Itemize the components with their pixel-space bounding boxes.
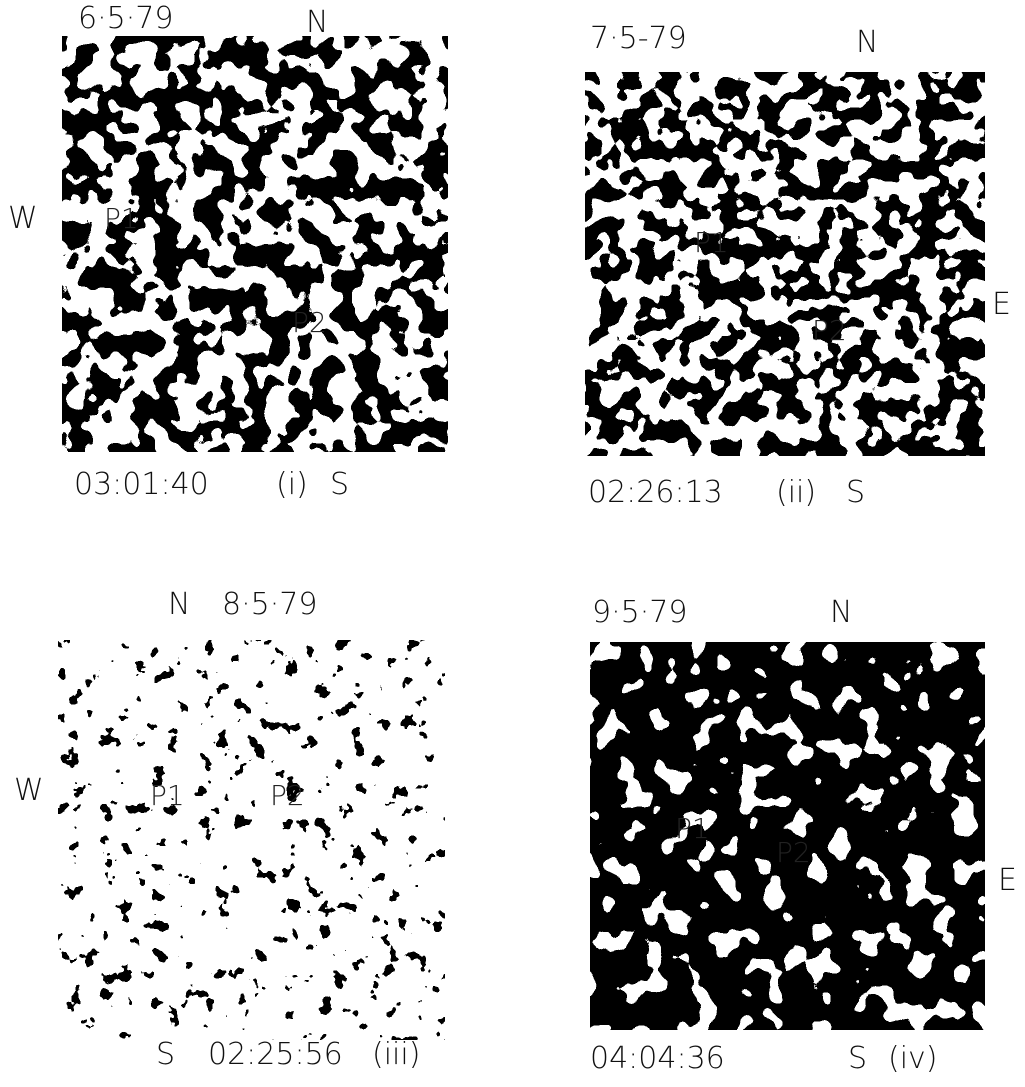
solar-image <box>62 36 448 452</box>
panel-label: (iii) <box>372 1037 420 1072</box>
east-label: E <box>998 863 1017 898</box>
panel-label: (i) <box>276 467 308 502</box>
time: 02:25:56 <box>208 1037 343 1072</box>
south-label: S <box>846 475 865 510</box>
west-label: W <box>8 201 38 236</box>
panel-label: (ii) <box>776 475 816 510</box>
time: 04:04:36 <box>590 1041 725 1076</box>
feature-label: P1 <box>694 226 729 259</box>
date: 9·5·79 <box>592 595 687 630</box>
north-label: N <box>830 595 852 630</box>
date: 7·5-79 <box>590 21 687 56</box>
east-label: E <box>992 287 1011 322</box>
north-label: N <box>306 5 328 40</box>
feature-label: P1 <box>104 202 139 235</box>
north-label: N <box>168 587 190 622</box>
south-label: S <box>330 467 349 502</box>
figure: 6·5·79 N W P1 P2 03:01:40 (i) S 7·5-79 N… <box>0 0 1025 1082</box>
south-label: S <box>156 1037 175 1072</box>
west-label: W <box>14 773 44 808</box>
panel-label: (iv) <box>888 1041 938 1076</box>
feature-label: P2 <box>270 779 305 812</box>
date: 6·5·79 <box>78 1 173 36</box>
south-label: S <box>848 1041 867 1076</box>
solar-image <box>585 72 985 456</box>
feature-label: P1 <box>675 812 710 845</box>
date: 8·5·79 <box>222 587 317 622</box>
solar-image <box>58 640 445 1040</box>
north-label: N <box>856 25 878 60</box>
time: 02:26:13 <box>588 475 723 510</box>
feature-label: P2 <box>292 306 327 339</box>
page: {"panels": [ {"date": "6·5·79", "north":… <box>0 0 1025 1082</box>
feature-label: P2 <box>812 314 847 347</box>
feature-label: P2 <box>776 836 811 869</box>
time: 03:01:40 <box>74 467 209 502</box>
feature-label: P1 <box>150 779 185 812</box>
